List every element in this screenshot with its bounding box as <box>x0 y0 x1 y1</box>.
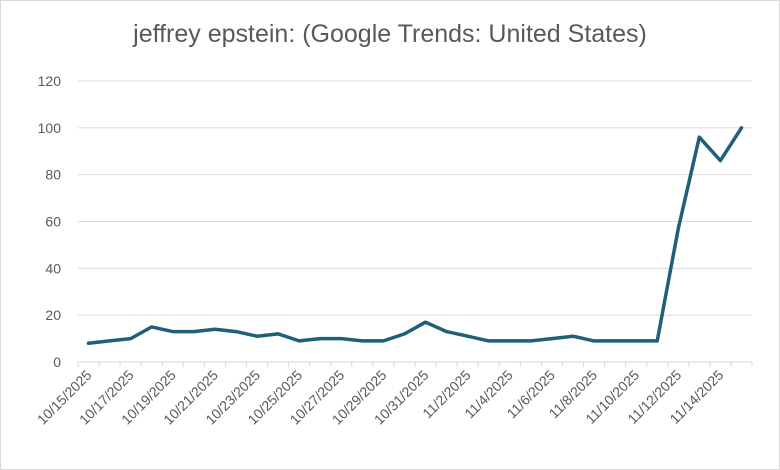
series-line <box>86 126 744 346</box>
y-tick-label: 0 <box>53 354 61 370</box>
data-point <box>402 332 406 336</box>
data-point <box>297 339 301 343</box>
y-tick-label: 100 <box>38 120 62 136</box>
data-point <box>234 330 238 334</box>
x-axis-tick-labels: 10/15/202510/17/202510/19/202510/21/2025… <box>34 367 727 428</box>
y-tick-label: 40 <box>45 260 61 276</box>
data-point <box>634 339 638 343</box>
y-axis-tick-labels: 0 20 40 60 80 100 120 <box>38 73 62 370</box>
data-point <box>739 126 743 130</box>
y-tick-label: 120 <box>38 73 62 89</box>
data-point <box>550 337 554 341</box>
data-point <box>487 339 491 343</box>
data-point <box>129 337 133 341</box>
data-point <box>255 334 259 338</box>
data-point <box>150 325 154 329</box>
data-point <box>339 337 343 341</box>
data-point <box>445 330 449 334</box>
x-axis <box>77 361 753 367</box>
data-point <box>318 337 322 341</box>
data-point <box>571 334 575 338</box>
y-tick-label: 20 <box>45 307 61 323</box>
data-point <box>529 339 533 343</box>
data-point <box>676 227 680 231</box>
data-point <box>87 341 91 345</box>
series-layer <box>86 126 744 346</box>
data-point <box>508 339 512 343</box>
data-point <box>655 339 659 343</box>
data-point <box>592 339 596 343</box>
data-point <box>466 334 470 338</box>
data-point <box>360 339 364 343</box>
data-point <box>276 332 280 336</box>
data-point <box>381 339 385 343</box>
data-point <box>718 159 722 163</box>
data-point <box>213 327 217 331</box>
chart-title: jeffrey epstein: (Google Trends: United … <box>133 20 647 48</box>
data-point <box>171 330 175 334</box>
y-tick-label: 60 <box>45 214 61 230</box>
data-point <box>424 320 428 324</box>
y-tick-label: 80 <box>45 167 61 183</box>
data-point <box>613 339 617 343</box>
data-point <box>192 330 196 334</box>
data-point <box>108 339 112 343</box>
data-point <box>697 135 701 139</box>
gridlines <box>78 80 752 316</box>
